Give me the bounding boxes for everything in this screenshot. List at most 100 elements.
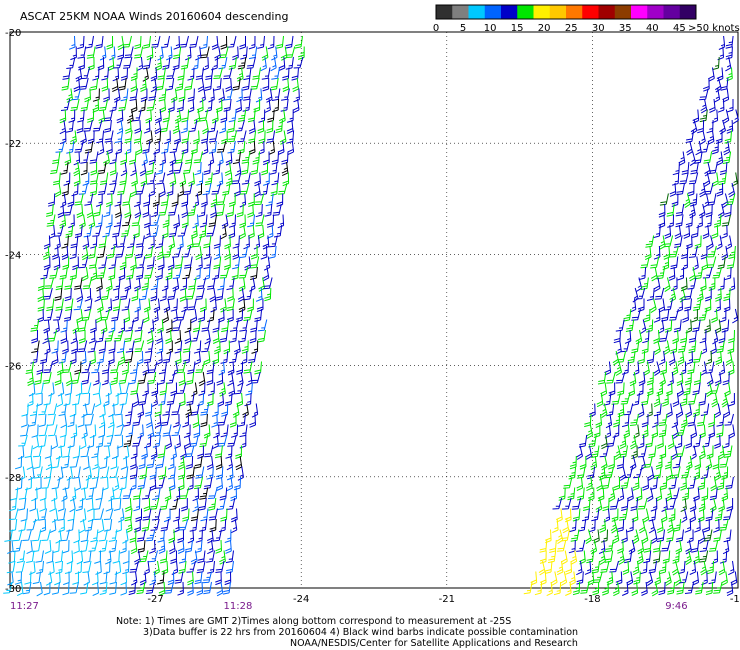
wind-barb xyxy=(717,98,725,113)
wind-barb xyxy=(706,256,717,269)
wind-barb xyxy=(90,266,98,281)
wind-barb xyxy=(79,77,89,90)
wind-barb xyxy=(612,581,620,597)
wind-barb xyxy=(99,403,106,418)
wind-barb xyxy=(206,224,216,237)
wind-barb xyxy=(215,571,222,586)
wind-barb xyxy=(569,455,577,470)
wind-barb xyxy=(62,361,72,373)
wind-barb xyxy=(677,560,686,575)
wind-barb xyxy=(705,508,714,522)
wind-barb xyxy=(622,581,629,596)
wind-barb xyxy=(63,308,73,322)
wind-barb xyxy=(146,98,156,112)
wind-barb xyxy=(51,581,60,595)
wind-barb xyxy=(78,329,86,344)
wind-barb xyxy=(196,256,203,271)
legend-swatch xyxy=(436,5,453,19)
wind-barb xyxy=(648,508,657,522)
wind-barb xyxy=(220,35,228,50)
wind-barb xyxy=(106,245,116,259)
wind-barb xyxy=(670,256,679,270)
wind-barb xyxy=(605,539,614,553)
wind-barb xyxy=(703,151,713,164)
wind-barb xyxy=(632,476,640,491)
wind-barb xyxy=(124,140,132,155)
wind-barb xyxy=(175,151,184,164)
wind-barb xyxy=(612,424,620,438)
wind-barb xyxy=(723,298,731,313)
wind-barb xyxy=(597,487,605,502)
wind-barb xyxy=(586,550,595,564)
wind-barb xyxy=(14,455,23,470)
wind-barb xyxy=(578,434,588,448)
legend-swatch xyxy=(679,5,697,19)
wind-barb xyxy=(20,413,28,428)
wind-barb xyxy=(203,161,212,175)
wind-barb xyxy=(669,287,677,303)
wind-barb xyxy=(207,308,215,322)
wind-barb xyxy=(586,466,596,480)
wind-barb xyxy=(170,550,177,564)
wind-barb xyxy=(632,361,640,376)
wind-barb xyxy=(157,445,166,459)
wind-barb xyxy=(63,571,70,586)
wind-barb xyxy=(92,581,99,597)
wind-barb xyxy=(69,487,77,502)
wind-barb xyxy=(715,350,723,365)
wind-barb xyxy=(119,476,127,491)
wind-barb xyxy=(208,130,219,143)
wind-barb xyxy=(129,466,138,480)
wind-barb xyxy=(712,455,720,470)
wind-barb xyxy=(705,350,712,365)
wind-barb xyxy=(212,529,222,542)
wind-barb xyxy=(232,151,241,165)
wind-barb xyxy=(229,329,238,343)
legend-tick-label: 15 xyxy=(511,23,524,34)
wind-barb xyxy=(538,560,546,576)
wind-barb xyxy=(643,539,652,553)
wind-barb xyxy=(673,518,682,532)
wind-barb xyxy=(80,434,87,450)
legend-swatch xyxy=(631,5,648,19)
wind-barb xyxy=(161,35,170,49)
wind-barb xyxy=(239,182,250,195)
wind-barb xyxy=(693,371,702,386)
wind-barb xyxy=(561,550,568,565)
wind-speed-legend: 0 5 10 15 20 25 30 35 40 45 >50 knots xyxy=(433,4,740,34)
wind-barb xyxy=(158,203,168,216)
wind-barb xyxy=(157,529,165,543)
wind-barb xyxy=(105,193,113,208)
wind-barb xyxy=(229,350,238,364)
wind-barb xyxy=(687,392,697,405)
wind-barb xyxy=(125,245,135,259)
wind-barb xyxy=(247,109,256,123)
wind-barb xyxy=(27,371,34,386)
wind-barb xyxy=(119,392,129,406)
wind-barb xyxy=(693,487,700,502)
wind-barb xyxy=(580,581,590,594)
wind-barb xyxy=(165,371,176,384)
wind-barb xyxy=(688,266,696,282)
wind-barb xyxy=(700,466,710,479)
wind-barb xyxy=(611,392,621,405)
wind-barb xyxy=(195,361,205,373)
wind-barb xyxy=(142,56,152,70)
wind-barb xyxy=(620,392,631,405)
wind-barb xyxy=(642,476,649,491)
wind-barb xyxy=(150,214,160,226)
wind-barb xyxy=(190,308,198,324)
wind-barb xyxy=(134,319,144,332)
wind-barb xyxy=(181,245,192,258)
wind-barb xyxy=(706,119,714,134)
wind-barb xyxy=(194,161,202,176)
wind-barb xyxy=(85,487,95,500)
wind-barb xyxy=(711,224,719,239)
wind-barb xyxy=(161,277,169,292)
wind-barb xyxy=(674,224,682,240)
wind-barb xyxy=(213,424,220,439)
legend-swatch xyxy=(484,5,502,19)
wind-barb xyxy=(180,119,188,134)
wind-barb xyxy=(723,445,733,458)
wind-barb xyxy=(94,287,101,302)
